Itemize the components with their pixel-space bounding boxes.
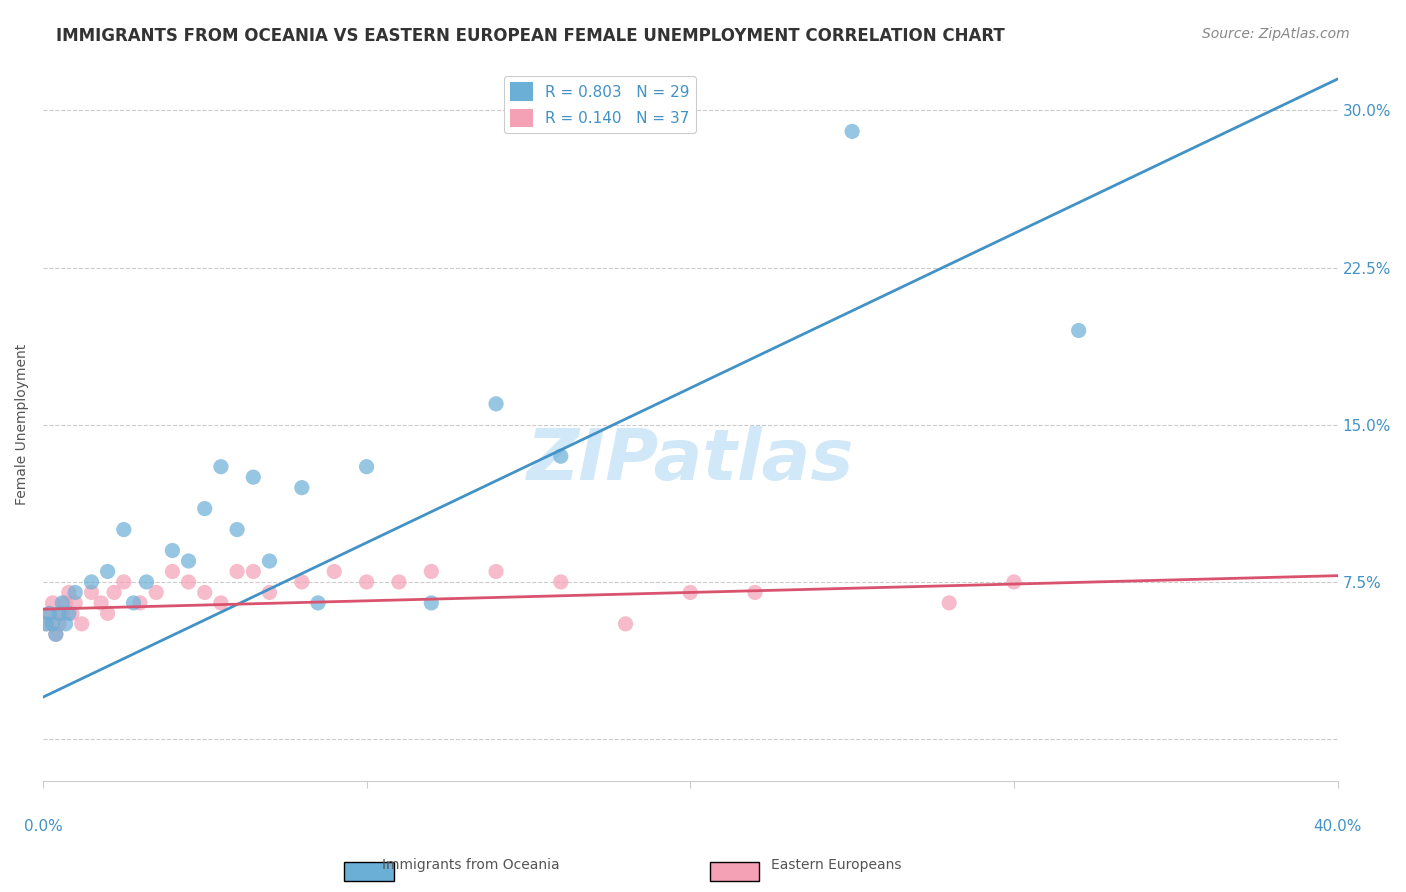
Point [90, 596, 112, 610]
Text: Eastern Europeans: Eastern Europeans [772, 858, 901, 872]
Point [41, 616, 63, 631]
Point [70, 616, 93, 631]
Legend: R = 0.803   N = 29, R = 0.140   N = 37: R = 0.803 N = 29, R = 0.140 N = 37 [503, 76, 696, 133]
Point [259, 554, 281, 568]
Point [97, 607, 120, 621]
Point [45, 627, 67, 641]
Point [41, 596, 63, 610]
Point [550, 449, 572, 463]
Point [420, 596, 443, 610]
Point [291, 574, 314, 589]
Point [226, 565, 249, 579]
Point [112, 574, 135, 589]
Point [122, 596, 145, 610]
Y-axis label: Female Unemployment: Female Unemployment [15, 344, 30, 506]
Text: Immigrants from Oceania: Immigrants from Oceania [382, 858, 560, 872]
Point [194, 501, 217, 516]
Point [1002, 574, 1025, 589]
Point [103, 585, 125, 599]
Text: 0.0%: 0.0% [24, 819, 62, 834]
Point [35, 616, 58, 631]
Point [209, 459, 232, 474]
Point [550, 574, 572, 589]
Point [65, 585, 87, 599]
Point [1067, 323, 1090, 337]
Point [38, 607, 60, 621]
Point [485, 397, 508, 411]
Point [356, 574, 378, 589]
Point [162, 565, 184, 579]
Point [58, 585, 80, 599]
Point [51, 596, 73, 610]
Point [226, 523, 249, 537]
Point [55, 596, 77, 610]
Point [841, 124, 863, 138]
Point [35, 616, 58, 631]
Point [291, 481, 314, 495]
Point [485, 565, 508, 579]
Point [60, 607, 83, 621]
Point [614, 616, 637, 631]
Point [129, 596, 152, 610]
Point [162, 543, 184, 558]
Point [388, 574, 411, 589]
Point [194, 585, 217, 599]
Point [259, 585, 281, 599]
Text: IMMIGRANTS FROM OCEANIA VS EASTERN EUROPEAN FEMALE UNEMPLOYMENT CORRELATION CHAR: IMMIGRANTS FROM OCEANIA VS EASTERN EUROP… [56, 27, 1005, 45]
Point [242, 565, 264, 579]
Point [679, 585, 702, 599]
Point [58, 607, 80, 621]
Point [177, 554, 200, 568]
Point [744, 585, 766, 599]
Point [145, 585, 167, 599]
Text: ZIPatlas: ZIPatlas [527, 425, 853, 495]
Point [242, 470, 264, 484]
Point [177, 574, 200, 589]
Text: 40.0%: 40.0% [1313, 819, 1362, 834]
Point [209, 596, 232, 610]
Point [112, 523, 135, 537]
Point [48, 607, 70, 621]
Point [55, 616, 77, 631]
Point [420, 565, 443, 579]
Point [135, 574, 157, 589]
Point [323, 565, 346, 579]
Point [80, 585, 103, 599]
Point [356, 459, 378, 474]
Point [45, 627, 67, 641]
Point [80, 574, 103, 589]
Point [38, 607, 60, 621]
Point [48, 616, 70, 631]
Point [938, 596, 960, 610]
Point [307, 596, 329, 610]
Point [97, 565, 120, 579]
Point [65, 596, 87, 610]
Point [51, 607, 73, 621]
Text: Source: ZipAtlas.com: Source: ZipAtlas.com [1202, 27, 1350, 41]
